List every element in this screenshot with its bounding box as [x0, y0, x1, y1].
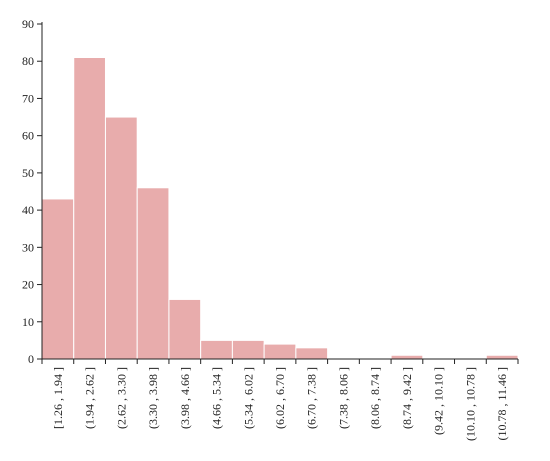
x-tick-label: (1.94 , 2.62 ]	[83, 367, 97, 429]
x-tick-label: (7.38 , 8.06 ]	[336, 367, 350, 429]
bar	[390, 354, 424, 360]
x-tick-label: (2.62 , 3.30 ]	[114, 367, 128, 429]
x-tick-label: (6.02 , 6.70 ]	[273, 367, 287, 429]
y-tick-label: 50	[22, 166, 34, 180]
x-tick-label: (10.10 , 10.78 ]	[463, 367, 477, 441]
x-tick-label: (5.34 , 6.02 ]	[241, 367, 255, 429]
y-tick-label: 0	[28, 352, 34, 366]
bar	[295, 347, 329, 360]
x-tick-label: (4.66 , 5.34 ]	[210, 367, 224, 429]
bar	[200, 339, 233, 360]
y-tick-label: 80	[22, 54, 34, 68]
bar	[168, 298, 202, 360]
y-ticks-group: 0 10 20 30 40 50 60 70 80 90	[22, 17, 42, 366]
x-tick-label: (10.78 , 11.46 ]	[495, 367, 509, 441]
bar	[41, 198, 75, 360]
bar	[231, 339, 265, 360]
bar	[104, 116, 138, 360]
bar	[485, 354, 519, 360]
bar	[73, 57, 106, 360]
x-tick-label: (3.98 , 4.66 ]	[178, 367, 192, 429]
x-tick-label: (6.70 , 7.38 ]	[305, 367, 319, 429]
x-tick-label: (3.30 , 3.98 ]	[146, 367, 160, 429]
y-tick-label: 60	[22, 129, 34, 143]
y-tick-label: 90	[22, 17, 34, 31]
y-tick-label: 40	[22, 203, 34, 217]
x-ticks-group: [1.26 , 1.94 ] (1.94 , 2.62 ] (2.62 , 3.30…	[41, 359, 519, 441]
y-tick-label: 70	[22, 91, 34, 105]
bar	[263, 343, 297, 360]
y-tick-label: 20	[22, 278, 34, 292]
x-tick-label: (9.42 , 10.10 ]	[432, 367, 446, 435]
x-tick-label: (8.06 , 8.74 ]	[368, 367, 382, 429]
y-tick-label: 30	[22, 240, 34, 254]
bar	[136, 187, 170, 360]
x-tick-label: [1.26 , 1.94 ]	[51, 367, 65, 429]
bars-group	[41, 57, 519, 360]
y-tick-label: 10	[22, 315, 34, 329]
x-tick-label: (8.74 , 9.42 ]	[400, 367, 414, 429]
